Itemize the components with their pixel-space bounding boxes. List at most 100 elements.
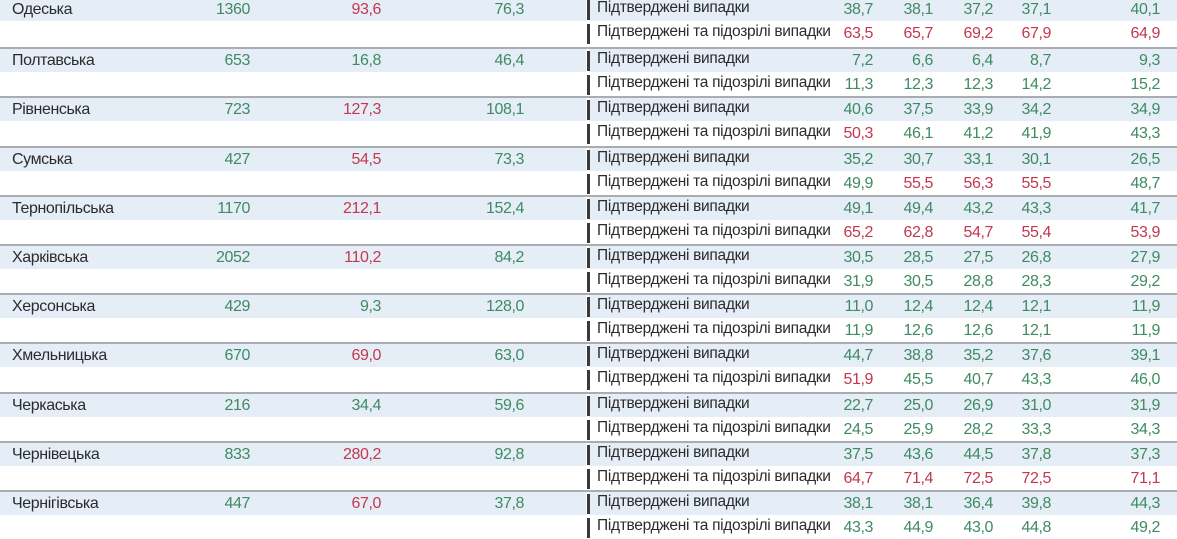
confirmed-suspected-value: 53,9 xyxy=(1130,223,1160,241)
confirmed-suspected-value: 41,9 xyxy=(1021,125,1051,143)
confirmed-value: 38,1 xyxy=(903,494,933,512)
confirmed-value: 31,0 xyxy=(1021,396,1051,414)
confirmed-value: 44,5 xyxy=(963,445,993,463)
confirmed-suspected-label: Підтверджені та підозрілі випадки xyxy=(597,516,831,534)
confirmed-value: 22,7 xyxy=(843,396,873,414)
region-name: Черкаська xyxy=(12,396,86,414)
confirmed-value: 33,9 xyxy=(963,101,993,119)
confirmed-value: 38,8 xyxy=(903,347,933,365)
confirmed-value: 27,5 xyxy=(963,248,993,266)
column-divider xyxy=(586,98,590,146)
confirmed-value: 37,6 xyxy=(1021,347,1051,365)
population-value: 216 xyxy=(224,396,251,414)
rate-value-2: 46,4 xyxy=(494,52,524,70)
confirmed-suspected-value: 44,9 xyxy=(903,518,933,536)
population-value: 429 xyxy=(224,298,251,316)
confirmed-suspected-value: 49,2 xyxy=(1130,518,1160,536)
confirmed-suspected-value: 12,6 xyxy=(903,322,933,340)
confirmed-value: 8,7 xyxy=(1029,52,1051,70)
confirmed-value: 34,2 xyxy=(1021,101,1051,119)
region-name: Тернопільська xyxy=(12,199,114,217)
confirmed-value: 38,1 xyxy=(903,1,933,18)
confirmed-suspected-value: 12,3 xyxy=(963,76,993,94)
confirmed-value: 30,7 xyxy=(903,150,933,168)
population-value: 1170 xyxy=(217,199,250,217)
rate-value-2: 73,3 xyxy=(494,150,524,168)
rate-value: 93,6 xyxy=(351,1,381,18)
rate-value: 9,3 xyxy=(359,298,381,316)
column-divider xyxy=(586,344,590,392)
population-value: 653 xyxy=(224,52,251,70)
region-name: Хмельницька xyxy=(12,347,107,365)
region-row-group: Чернівецька 833 280,2 92,8 Підтверджені випа… xyxy=(0,440,1177,490)
confirmed-suspected-value: 49,9 xyxy=(843,174,873,192)
confirmed-value: 12,1 xyxy=(1021,298,1051,316)
rate-value-2: 128,0 xyxy=(485,298,524,316)
confirmed-suspected-value: 41,2 xyxy=(963,125,993,143)
confirmed-value: 37,3 xyxy=(1130,445,1160,463)
confirmed-value: 37,2 xyxy=(963,1,993,18)
region-name: Одеська xyxy=(12,1,73,18)
column-divider xyxy=(586,393,590,441)
population-value: 427 xyxy=(224,150,251,168)
confirmed-suspected-value: 50,3 xyxy=(843,125,873,143)
confirmed-value: 40,1 xyxy=(1130,1,1160,18)
confirmed-label: Підтверджені випадки xyxy=(597,443,750,461)
rate-value-2: 84,2 xyxy=(494,248,524,266)
rate-value-2: 37,8 xyxy=(494,494,524,512)
column-divider xyxy=(586,491,590,539)
rate-value: 69,0 xyxy=(351,347,381,365)
confirmed-suspected-value: 34,3 xyxy=(1130,420,1160,438)
confirmed-value: 39,1 xyxy=(1130,347,1160,365)
confirmed-value: 31,9 xyxy=(1130,396,1160,414)
confirmed-value: 28,5 xyxy=(903,248,933,266)
region-row-group: Тернопільська 1170 212,1 152,4 Підтверджені … xyxy=(0,194,1177,244)
rate-value: 212,1 xyxy=(342,199,381,217)
confirmed-suspected-value: 30,5 xyxy=(903,272,933,290)
confirmed-suspected-value: 28,2 xyxy=(963,420,993,438)
region-row-group: Херсонська 429 9,3 128,0 Підтверджені випадк… xyxy=(0,293,1177,343)
confirmed-suspected-value: 72,5 xyxy=(963,469,993,487)
confirmed-value: 27,9 xyxy=(1130,248,1160,266)
region-row-group: Хмельницька 670 69,0 63,0 Підтверджені випад… xyxy=(0,342,1177,392)
confirmed-suspected-value: 40,7 xyxy=(963,371,993,389)
confirmed-suspected-value: 62,8 xyxy=(903,223,933,241)
confirmed-suspected-value: 55,5 xyxy=(1021,174,1051,192)
confirmed-label: Підтверджені випадки xyxy=(597,492,750,510)
column-divider xyxy=(586,147,590,195)
confirmed-value: 7,2 xyxy=(851,52,873,70)
confirmed-value: 25,0 xyxy=(903,396,933,414)
confirmed-label: Підтверджені випадки xyxy=(597,99,750,117)
confirmed-suspected-value: 11,3 xyxy=(844,76,874,94)
confirmed-suspected-label: Підтверджені та підозрілі випадки xyxy=(597,270,831,288)
region-name: Чернівецька xyxy=(12,445,100,463)
confirmed-label: Підтверджені випадки xyxy=(597,197,750,215)
confirmed-suspected-value: 43,3 xyxy=(1021,371,1051,389)
confirmed-value: 35,2 xyxy=(963,347,993,365)
confirmed-suspected-value: 65,2 xyxy=(843,223,873,241)
confirmed-value: 44,7 xyxy=(843,347,873,365)
population-value: 723 xyxy=(224,101,251,119)
rate-value: 54,5 xyxy=(351,150,381,168)
confirmed-suspected-value: 46,0 xyxy=(1130,371,1160,389)
confirmed-suspected-value: 44,8 xyxy=(1021,518,1051,536)
rate-value-2: 108,1 xyxy=(485,101,524,119)
confirmed-suspected-label: Підтверджені та підозрілі випадки xyxy=(597,23,831,40)
region-name: Чернігівська xyxy=(12,494,99,512)
confirmed-suspected-value: 12,6 xyxy=(963,322,993,340)
confirmed-value: 36,4 xyxy=(963,494,993,512)
region-row-group: Полтавська 653 16,8 46,4 Підтверджені випадк… xyxy=(0,47,1177,97)
confirmed-suspected-label: Підтверджені та підозрілі випадки xyxy=(597,221,831,239)
population-value: 447 xyxy=(224,494,251,512)
confirmed-label: Підтверджені випадки xyxy=(597,246,750,264)
confirmed-value: 43,6 xyxy=(903,445,933,463)
region-row-group: Одеська 1360 93,6 76,3 Підтверджені випадки П… xyxy=(0,0,1177,48)
confirmed-suspected-value: 43,3 xyxy=(843,518,873,536)
confirmed-value: 26,8 xyxy=(1021,248,1051,266)
confirmed-suspected-value: 48,7 xyxy=(1130,174,1160,192)
confirmed-value: 12,4 xyxy=(903,298,933,316)
confirmed-suspected-value: 43,3 xyxy=(1130,125,1160,143)
confirmed-label: Підтверджені випадки xyxy=(597,345,750,363)
confirmed-value: 6,4 xyxy=(971,52,993,70)
